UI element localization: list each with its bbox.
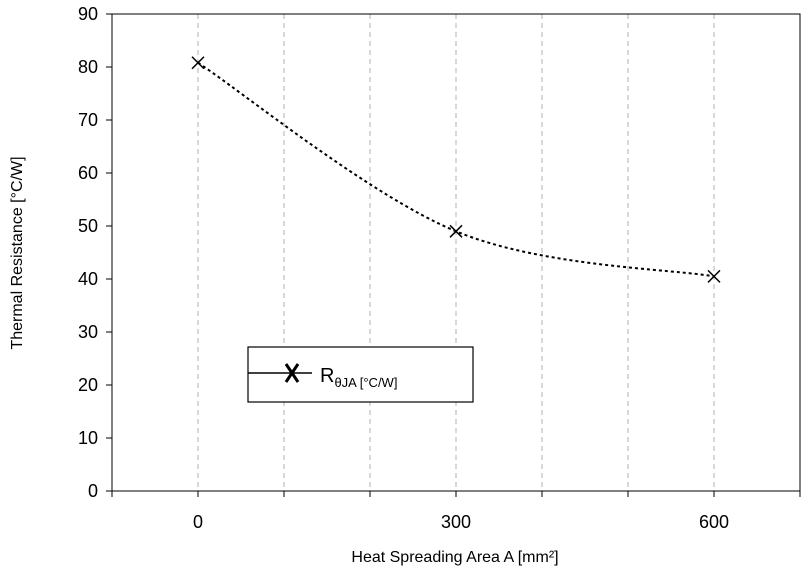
data-point-marker xyxy=(191,56,205,70)
legend: RθJA [°C/W] xyxy=(247,346,474,403)
data-point-marker xyxy=(449,224,463,238)
y-tick-label: 90 xyxy=(78,4,98,24)
x-tick-label: 300 xyxy=(441,512,471,532)
legend-label-subscript: θJA [°C/W] xyxy=(334,375,397,390)
marker-stroke xyxy=(191,56,205,70)
x-tick-label: 0 xyxy=(193,512,203,532)
data-point-marker xyxy=(707,269,721,283)
y-tick-label: 30 xyxy=(78,322,98,342)
y-tick-label: 40 xyxy=(78,269,98,289)
y-tick-label: 0 xyxy=(88,481,98,501)
marker-stroke xyxy=(707,269,721,283)
y-tick-label: 80 xyxy=(78,57,98,77)
legend-marker-x xyxy=(284,363,300,383)
y-tick-label: 10 xyxy=(78,428,98,448)
data-series xyxy=(191,56,721,283)
legend-label: RθJA [°C/W] xyxy=(320,365,397,390)
x-axis-title: Heat Spreading Area A [mm²] xyxy=(351,549,558,566)
x-tick-label: 600 xyxy=(699,512,729,532)
y-axis-ticks: 0 10 20 30 40 50 60 70 80 90 xyxy=(78,4,112,501)
legend-box xyxy=(247,346,474,403)
x-axis-ticks: 0 300 600 xyxy=(111,491,801,532)
y-tick-label: 70 xyxy=(78,110,98,130)
y-tick-label: 20 xyxy=(78,375,98,395)
y-tick-label: 50 xyxy=(78,216,98,236)
legend-label-main: R xyxy=(320,365,334,387)
y-axis-title: Thermal Resistance [°C/W] xyxy=(9,156,26,349)
grid-lines xyxy=(197,14,715,491)
y-tick-label: 60 xyxy=(78,163,98,183)
marker-stroke xyxy=(449,224,463,238)
